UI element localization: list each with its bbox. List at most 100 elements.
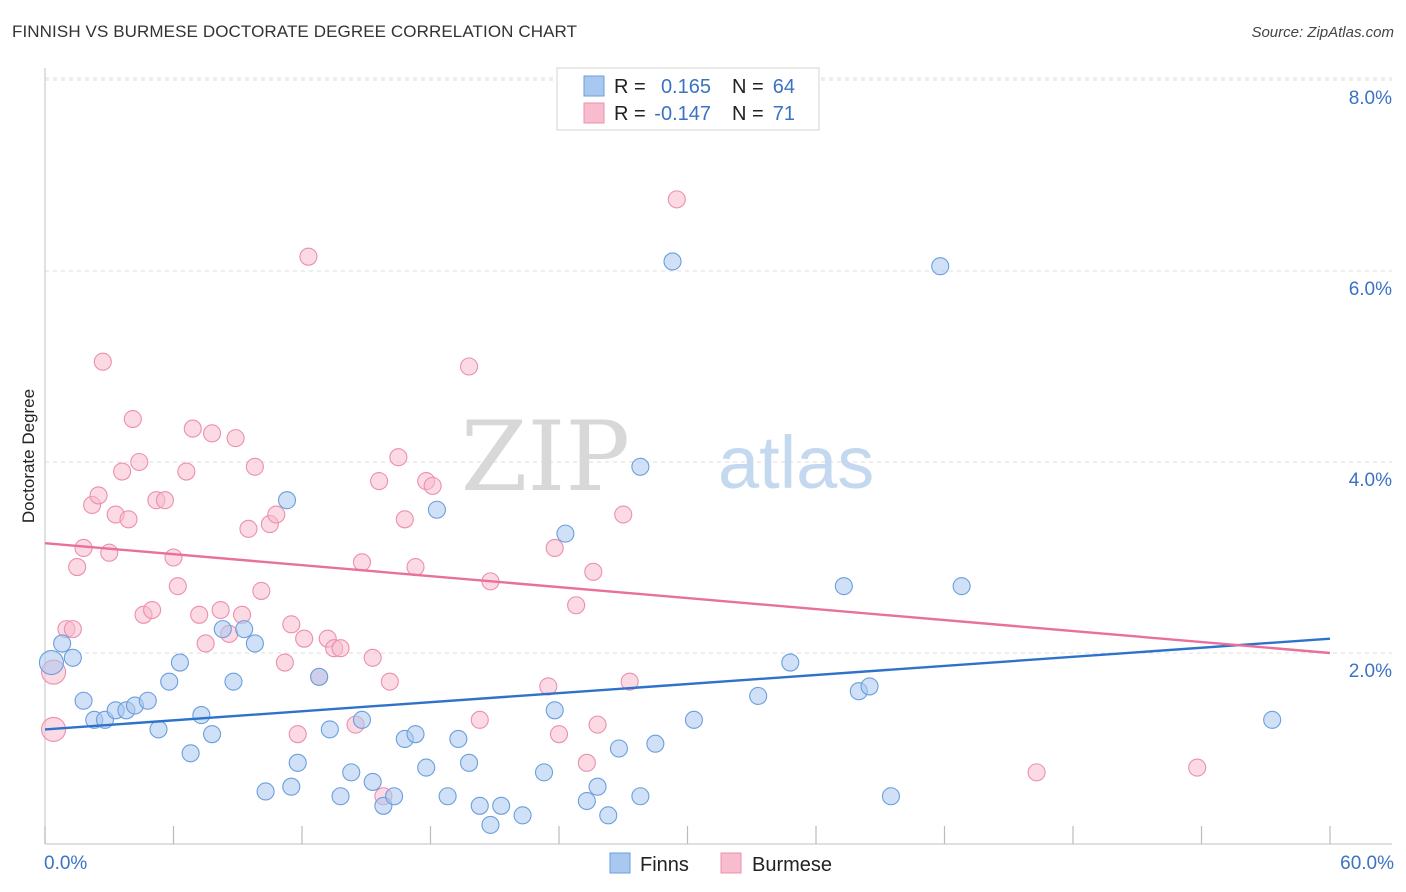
finns-trend-line bbox=[44, 637, 1331, 731]
finns-point bbox=[213, 620, 232, 639]
finns-point bbox=[631, 787, 650, 806]
legend-burmese-key bbox=[720, 852, 742, 874]
burmese-point bbox=[363, 648, 382, 667]
finns-point bbox=[406, 725, 425, 744]
burmese-point bbox=[93, 352, 112, 371]
burmese-point bbox=[380, 672, 399, 691]
finns-point bbox=[38, 649, 64, 676]
finns-point bbox=[881, 787, 901, 806]
finns-point bbox=[320, 720, 339, 739]
finns-point bbox=[417, 758, 436, 777]
finns-point bbox=[385, 787, 404, 806]
burmese-point bbox=[470, 710, 489, 729]
finns-point bbox=[438, 787, 457, 806]
finns-point bbox=[534, 763, 554, 782]
chart-title: FINNISH VS BURMESE DOCTORATE DEGREE CORR… bbox=[12, 22, 578, 41]
burmese-point bbox=[155, 491, 174, 510]
finns-point bbox=[181, 744, 200, 763]
finns-point bbox=[74, 691, 93, 710]
finns-point bbox=[931, 257, 950, 276]
burmese-point bbox=[119, 510, 138, 529]
burmese-point bbox=[211, 600, 230, 620]
finns-point bbox=[63, 648, 82, 667]
finns-point bbox=[834, 577, 853, 596]
finns-point bbox=[631, 457, 650, 476]
finns-point bbox=[331, 787, 350, 806]
y-tick-label-8: 8.0% bbox=[1349, 88, 1392, 109]
burmese-point bbox=[620, 672, 639, 691]
burmese-point bbox=[331, 639, 350, 658]
y-tick-label-6: 6.0% bbox=[1349, 279, 1392, 300]
finns-points bbox=[38, 252, 1282, 834]
burmese-point bbox=[406, 557, 425, 577]
finns-point bbox=[1263, 710, 1282, 729]
finns-point bbox=[481, 815, 500, 834]
burmese-point bbox=[164, 548, 183, 567]
burmese-point bbox=[275, 653, 294, 672]
legend-finns-n-label: N = bbox=[732, 76, 764, 98]
finns-point bbox=[860, 677, 879, 696]
source-label: Source: ZipAtlas.com bbox=[1251, 24, 1394, 41]
finns-point bbox=[749, 686, 768, 706]
burmese-point bbox=[588, 715, 607, 734]
finns-point bbox=[588, 777, 607, 796]
burmese-point bbox=[1188, 758, 1207, 777]
burmese-point bbox=[168, 577, 187, 596]
burmese-point bbox=[459, 357, 479, 376]
legend-burmese-label: Burmese bbox=[752, 854, 832, 876]
x-tick-label-min: 0.0% bbox=[44, 853, 87, 874]
watermark-atlas: atlas bbox=[718, 421, 874, 504]
burmese-point bbox=[577, 753, 596, 772]
finns-point bbox=[310, 667, 329, 686]
burmese-point bbox=[614, 505, 633, 524]
finns-point bbox=[513, 806, 532, 825]
y-tick-label-2: 2.0% bbox=[1349, 661, 1392, 682]
burmese-point bbox=[239, 519, 258, 538]
burmese-point bbox=[183, 419, 202, 438]
finns-point bbox=[663, 252, 682, 271]
finns-point bbox=[149, 720, 168, 739]
burmese-point bbox=[352, 553, 372, 572]
burmese-point bbox=[295, 629, 314, 648]
burmese-trend-line bbox=[44, 541, 1331, 655]
burmese-point bbox=[63, 620, 82, 639]
burmese-point bbox=[282, 615, 301, 634]
legend-finns-n-value: 64 bbox=[773, 76, 795, 98]
burmese-point bbox=[299, 247, 318, 266]
legend-finns-r-value: 0.165 bbox=[661, 76, 711, 98]
x-axis-ticks bbox=[44, 826, 1331, 844]
finns-point bbox=[235, 620, 254, 639]
y-axis-label: Doctorate Degree bbox=[19, 389, 38, 523]
finns-point bbox=[170, 653, 189, 672]
finns-point bbox=[203, 725, 222, 744]
finns-point bbox=[53, 634, 72, 653]
finns-point bbox=[352, 710, 372, 729]
burmese-point bbox=[370, 472, 389, 491]
legend-burmese-swatch bbox=[583, 102, 605, 124]
finns-point bbox=[556, 524, 575, 543]
x-tick-label-max: 60.0% bbox=[1340, 853, 1394, 874]
finns-point bbox=[646, 734, 665, 753]
legend-burmese-r-value: -0.147 bbox=[654, 103, 711, 125]
finns-point bbox=[138, 691, 157, 710]
y-tick-labels: 8.0% 6.0% 4.0% 2.0% bbox=[1349, 88, 1392, 682]
finns-point bbox=[459, 753, 479, 772]
finns-point bbox=[952, 577, 971, 596]
burmese-point bbox=[288, 725, 307, 744]
finns-point bbox=[577, 791, 596, 811]
burmese-point bbox=[226, 429, 245, 448]
burmese-point bbox=[245, 457, 264, 476]
finns-point bbox=[363, 772, 382, 791]
finns-point bbox=[245, 634, 264, 653]
burmese-point bbox=[68, 557, 87, 577]
finns-point bbox=[684, 710, 703, 729]
finns-point bbox=[545, 701, 564, 720]
finns-point bbox=[449, 729, 468, 749]
burmese-point bbox=[395, 510, 414, 529]
legend-finns-key bbox=[609, 852, 631, 874]
burmese-point bbox=[567, 596, 586, 615]
burmese-points bbox=[41, 99, 1207, 806]
burmese-point bbox=[545, 538, 564, 558]
series-legend: Finns Burmese bbox=[609, 852, 832, 876]
finns-point bbox=[160, 672, 179, 691]
